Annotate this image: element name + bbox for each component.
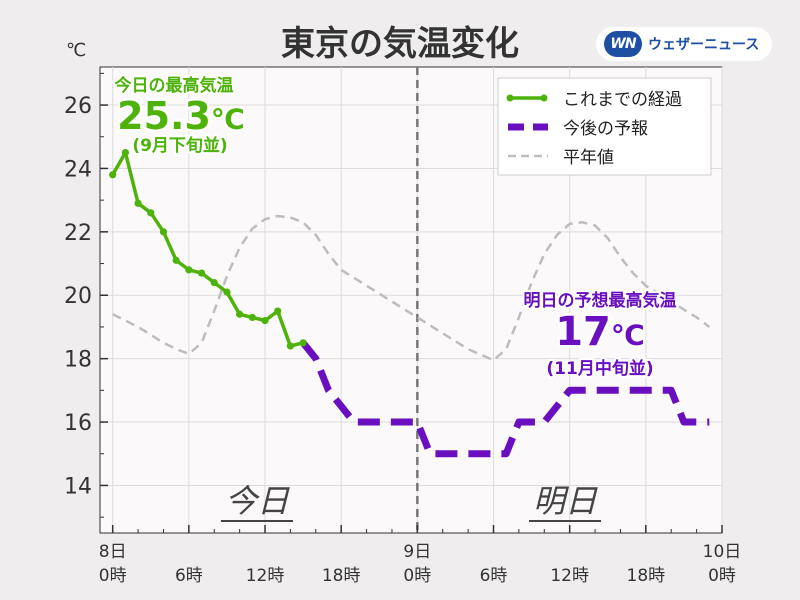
today-max-value: 25.3℃ (117, 94, 245, 138)
data-point-observed (248, 313, 256, 322)
tomorrow-max-title: 明日の予想最高気温 (524, 290, 677, 311)
y-tick-label: 14 (64, 474, 92, 499)
series-forecast (300, 340, 710, 458)
legend-label-normal: 平年値 (563, 148, 614, 168)
x-tick-hour-label: 12時 (246, 566, 285, 586)
x-axis: 8日 0時 6時 12時 18時 9日 0時 6時 12時 18時 10日 0時 (99, 525, 742, 586)
data-point-observed (274, 307, 282, 315)
data-point-observed (299, 339, 307, 347)
x-tick-day-label: 9日 (403, 542, 431, 562)
x-tick-hour-label: 0時 (708, 566, 736, 586)
series-line-forecast (300, 340, 710, 458)
weathernews-name: ウェザーニュース (648, 37, 760, 53)
tomorrow-max-value: 17℃ (555, 309, 645, 355)
data-point-observed (147, 209, 155, 217)
y-axis: 14 16 18 20 22 24 26 (64, 72, 108, 518)
today-max-unit: ℃ (211, 103, 245, 136)
tomorrow-max-number: 17 (555, 309, 611, 355)
day-labels: 今日 明日 (221, 482, 601, 522)
series-line-normal (112, 214, 711, 362)
y-tick-label: 22 (64, 221, 92, 246)
data-point-observed (223, 288, 231, 296)
data-point-observed (134, 199, 142, 207)
data-point-observed (210, 278, 218, 287)
tomorrow-max-note: (11月中旬並) (546, 358, 653, 379)
y-tick-label: 26 (64, 94, 92, 119)
legend-swatch-observed-marker (540, 94, 548, 102)
tomorrow-max-annotation: 明日の予想最高気温 17℃ (11月中旬並) (522, 288, 679, 381)
series-observed (109, 148, 307, 350)
y-tick-label: 20 (64, 284, 92, 309)
data-point-observed (159, 228, 168, 236)
data-point-observed (109, 171, 117, 179)
y-tick-label: 16 (64, 411, 92, 436)
x-tick-hour-label: 18時 (322, 566, 361, 586)
x-tick-hour-label: 0時 (99, 566, 127, 586)
chart-title: 東京の気温変化 (281, 24, 519, 64)
data-point-observed (185, 266, 193, 274)
x-tick-day-label: 10日 (703, 542, 742, 562)
x-tick-hour-label: 18時 (627, 566, 666, 586)
y-tick-label: 18 (64, 348, 92, 373)
weathernews-logo: WN ウェザーニュース (596, 27, 772, 61)
tomorrow-max-unit: ℃ (611, 319, 645, 352)
series-line-observed (111, 150, 304, 348)
data-point-observed (172, 256, 180, 264)
today-max-note: (9月下旬並) (132, 135, 227, 156)
series-normal (112, 214, 711, 362)
today-max-annotation: 今日の最高気温 25.3℃ (9月下旬並) (113, 73, 248, 158)
legend: これまでの経過 今後の予報 平年値 (497, 77, 712, 176)
x-tick-hour-label: 6時 (480, 566, 508, 586)
weathernews-badge: WN (604, 31, 642, 57)
y-tick-label: 24 (64, 157, 92, 182)
today-label: 今日 (225, 482, 290, 520)
tomorrow-label: 明日 (533, 482, 598, 520)
data-point-observed (197, 269, 206, 277)
x-tick-day-label: 8日 (99, 542, 127, 562)
legend-swatch-observed-marker (506, 94, 514, 102)
x-tick-hour-label: 0時 (403, 566, 431, 586)
today-max-title: 今日の最高気温 (115, 75, 234, 96)
data-point-observed (261, 317, 269, 325)
legend-label-observed: これまでの経過 (563, 90, 682, 110)
data-point-observed (236, 310, 244, 318)
data-point-observed (121, 148, 129, 157)
today-max-number: 25.3 (117, 94, 211, 138)
x-tick-hour-label: 12時 (550, 566, 589, 586)
data-point-observed (286, 342, 295, 350)
y-axis-unit: ℃ (66, 40, 86, 61)
x-tick-hour-label: 6時 (175, 566, 203, 586)
legend-label-forecast: 今後の予報 (563, 119, 648, 139)
